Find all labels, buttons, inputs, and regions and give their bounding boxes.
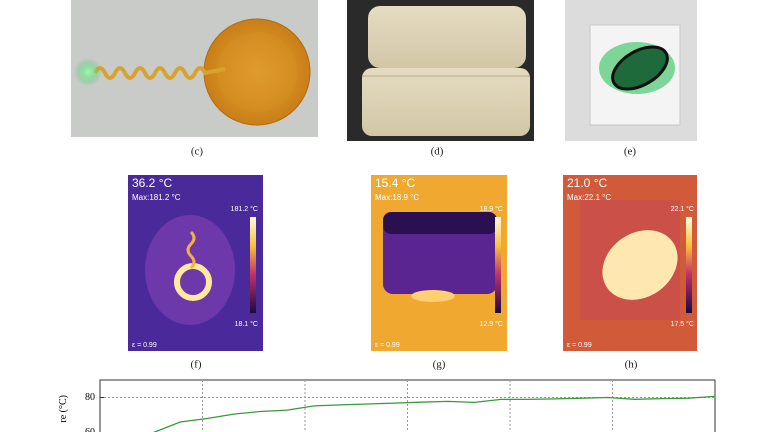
temperature: 36.2 °C	[132, 176, 172, 190]
max-temperature: Max:18.9 °C	[375, 193, 419, 202]
y-tick-label: 80	[85, 392, 95, 403]
color-scale	[686, 217, 692, 313]
photo-e	[565, 0, 697, 141]
caption: (c)	[191, 146, 204, 158]
caption: (e)	[624, 146, 637, 158]
caption: (h)	[625, 359, 638, 371]
scale-min: 17.5 °C	[671, 320, 694, 328]
scale-min: 18.1 °C	[235, 320, 258, 328]
thermal-f	[128, 175, 263, 351]
temperature: 21.0 °C	[567, 176, 607, 190]
scale-max: 181.2 °C	[231, 205, 258, 213]
color-scale	[495, 217, 501, 313]
caption: (d)	[431, 146, 444, 158]
y-tick-label: 60	[85, 427, 95, 432]
caption: (g)	[433, 359, 446, 371]
emissivity: ε = 0.99	[132, 342, 157, 349]
max-temperature: Max:22.1 °C	[567, 193, 611, 202]
thermal-g	[371, 175, 507, 351]
max-temperature: Max:181.2 °C	[132, 193, 181, 202]
data-line	[152, 395, 716, 432]
photo-c	[71, 0, 318, 137]
emissivity: ε = 0.99	[375, 342, 400, 349]
y-axis-label: re (°C)	[58, 395, 69, 423]
thermal-h	[563, 175, 697, 351]
photo-d	[347, 0, 534, 141]
scale-max: 18.9 °C	[480, 205, 503, 213]
color-scale	[250, 217, 256, 313]
scale-min: 12.9 °C	[480, 320, 503, 328]
caption: (f)	[191, 359, 202, 371]
emissivity: ε = 0.99	[567, 342, 592, 349]
temperature: 15.4 °C	[375, 176, 415, 190]
scale-max: 22.1 °C	[671, 205, 694, 213]
